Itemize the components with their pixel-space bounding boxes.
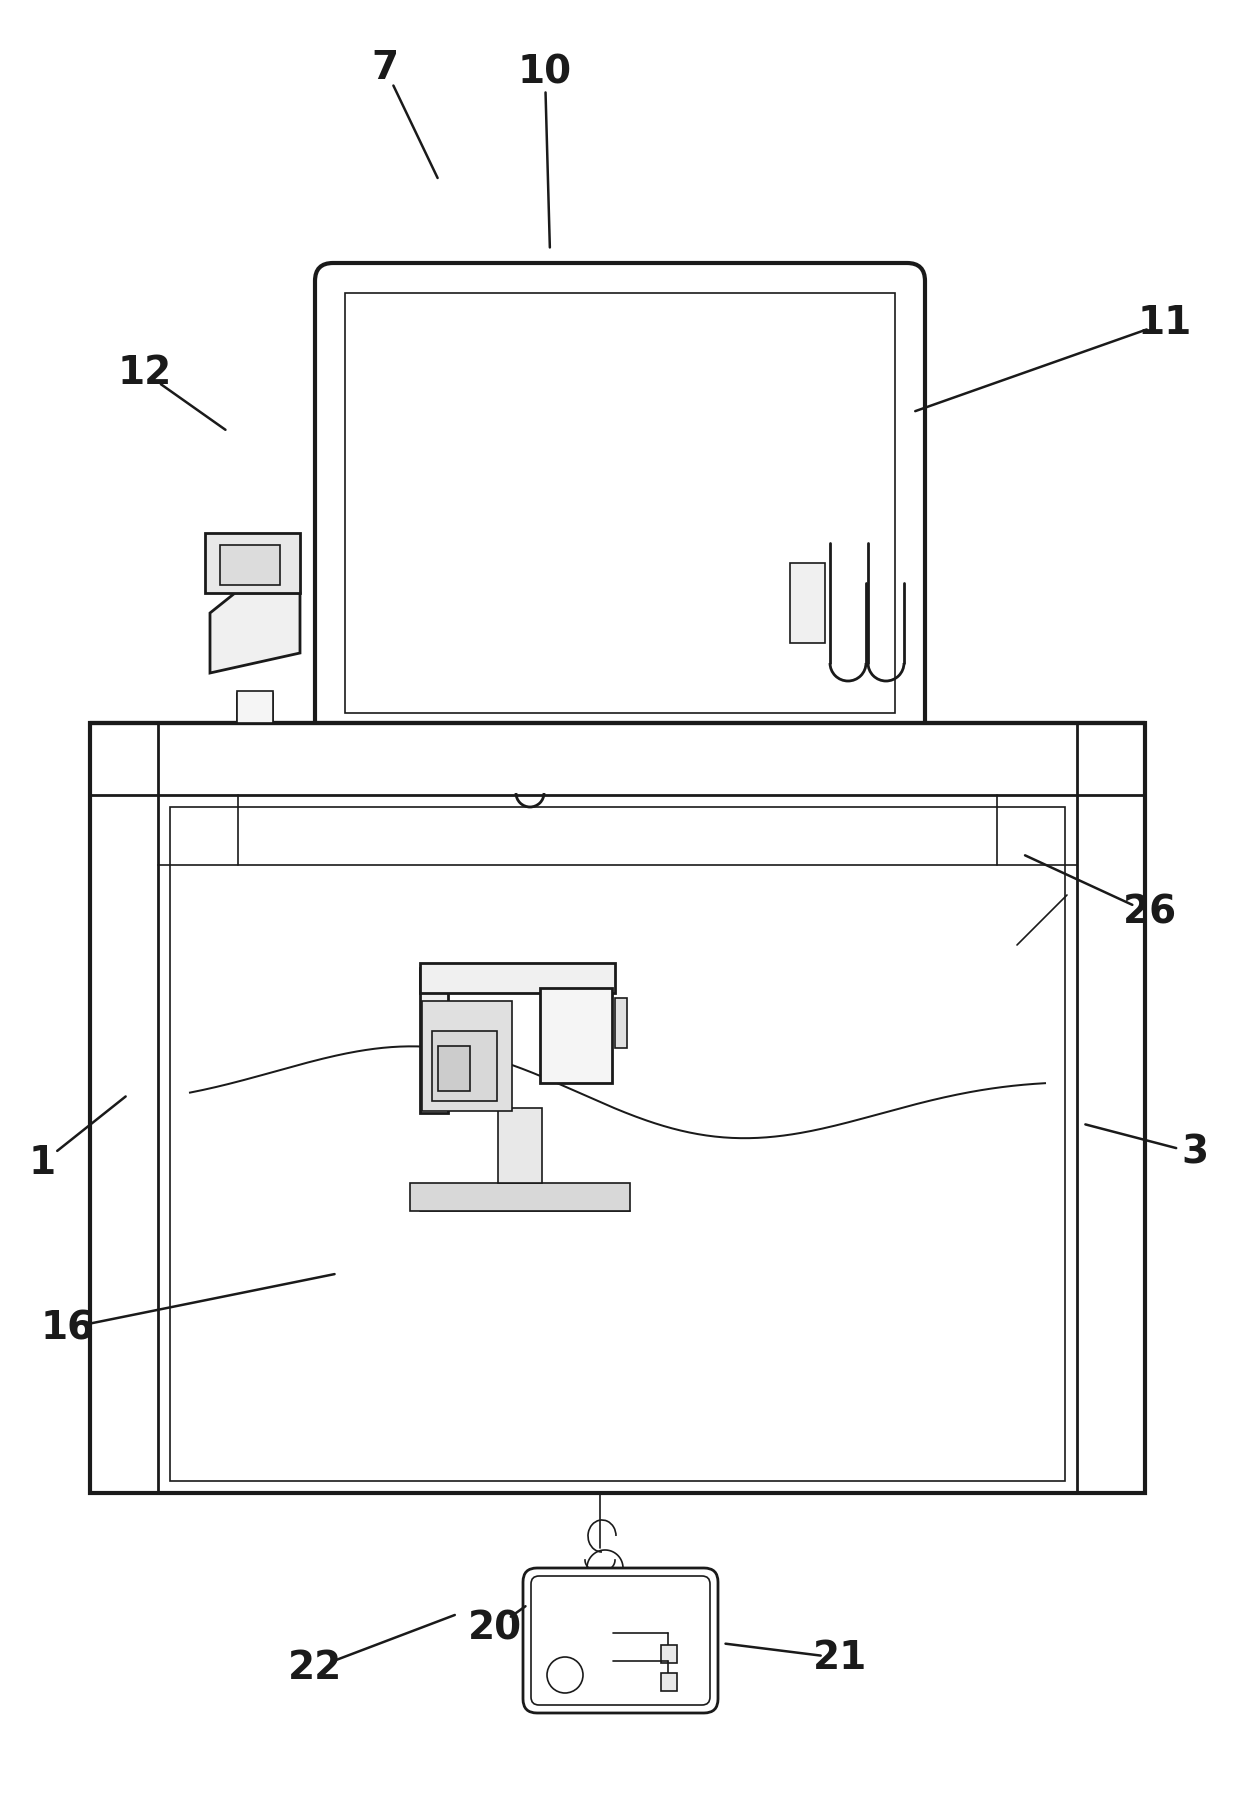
Text: 26: 26 xyxy=(1123,894,1177,932)
Bar xyxy=(91,723,1145,1493)
Bar xyxy=(498,1109,542,1183)
Text: 20: 20 xyxy=(467,1608,522,1646)
Bar xyxy=(410,1183,630,1212)
Bar xyxy=(237,691,273,723)
Bar xyxy=(661,1644,677,1662)
Bar xyxy=(661,1673,677,1691)
Bar xyxy=(170,808,1065,1480)
Text: 1: 1 xyxy=(29,1143,56,1183)
Polygon shape xyxy=(210,593,300,673)
Text: 7: 7 xyxy=(372,49,398,87)
Text: 22: 22 xyxy=(288,1650,342,1688)
Bar xyxy=(345,294,895,712)
Bar xyxy=(219,545,280,584)
Text: 12: 12 xyxy=(118,353,172,391)
Bar xyxy=(420,963,615,993)
Bar xyxy=(422,1001,512,1111)
Text: 10: 10 xyxy=(518,54,572,92)
FancyBboxPatch shape xyxy=(523,1569,718,1713)
Bar xyxy=(1078,795,1145,1493)
Bar xyxy=(91,723,1145,795)
Bar xyxy=(432,1031,497,1102)
Bar xyxy=(91,795,157,1493)
Text: 11: 11 xyxy=(1138,305,1192,343)
Bar xyxy=(420,968,448,1112)
Text: 16: 16 xyxy=(41,1309,95,1347)
Bar xyxy=(790,563,825,644)
Bar xyxy=(539,988,613,1084)
FancyBboxPatch shape xyxy=(531,1576,711,1706)
Text: 21: 21 xyxy=(813,1639,867,1677)
FancyBboxPatch shape xyxy=(315,263,925,743)
Circle shape xyxy=(547,1657,583,1693)
Bar xyxy=(438,1046,470,1091)
Bar xyxy=(205,534,300,593)
Text: 3: 3 xyxy=(1182,1134,1209,1172)
Bar xyxy=(615,999,627,1048)
